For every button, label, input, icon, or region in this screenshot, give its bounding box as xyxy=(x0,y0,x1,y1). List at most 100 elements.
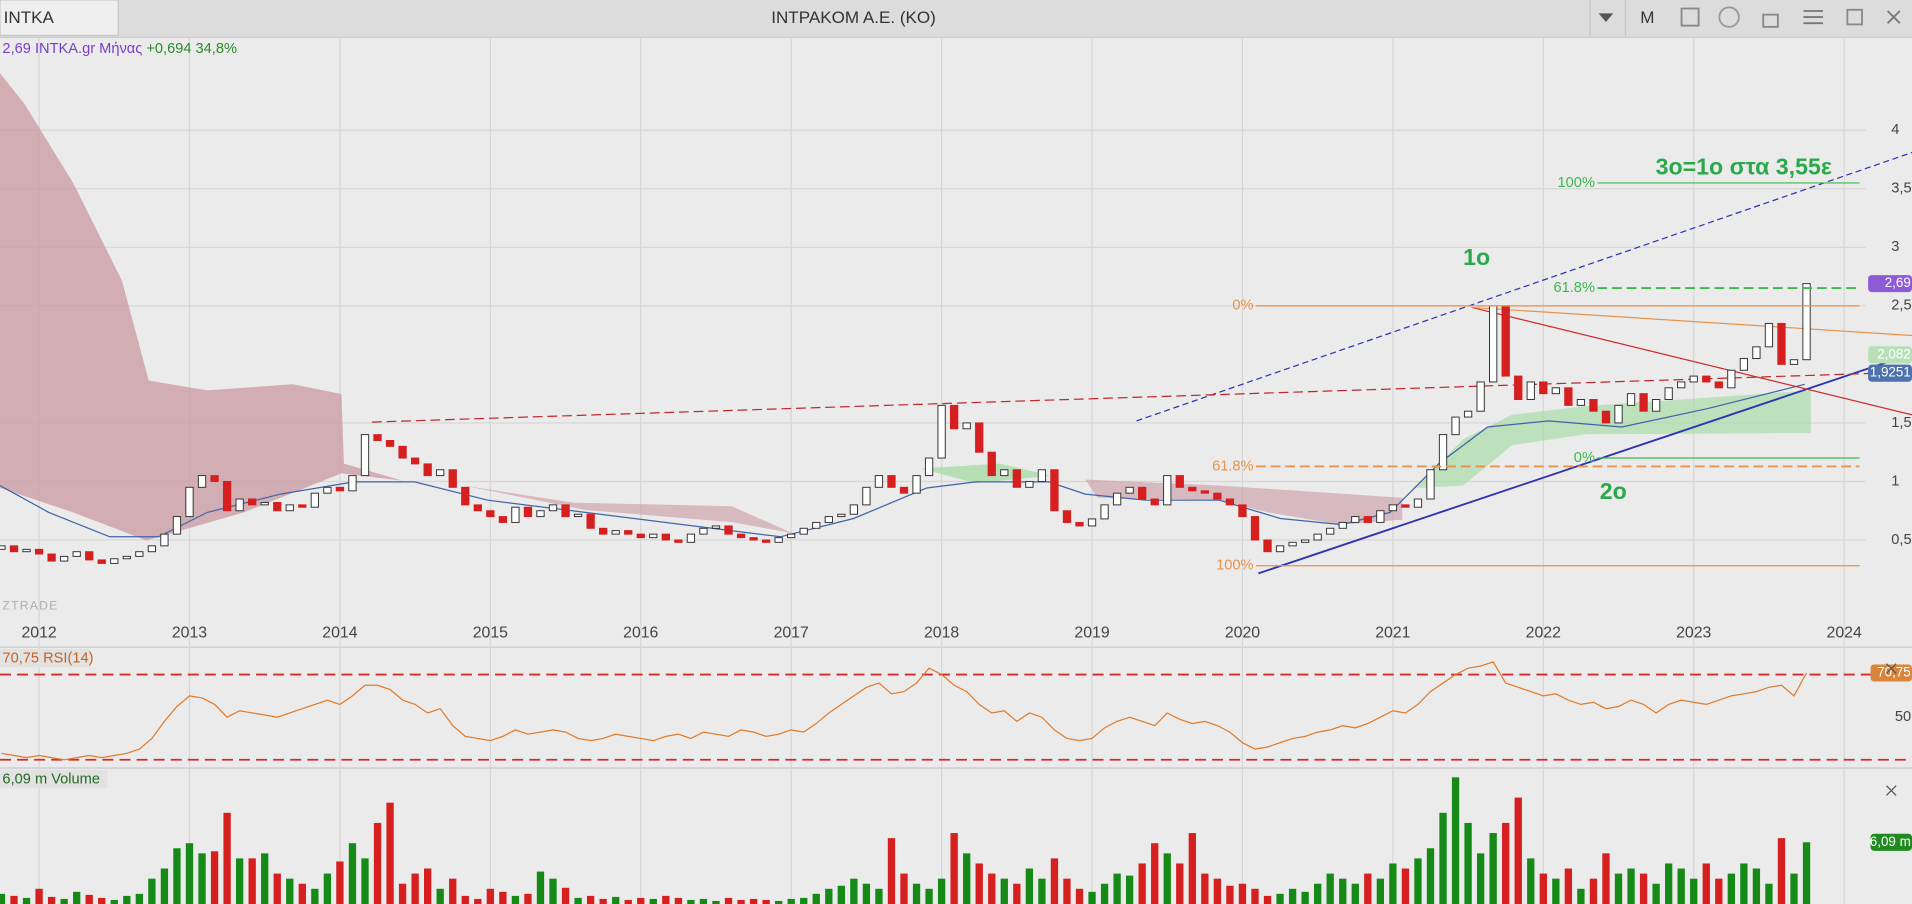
volume-bar xyxy=(311,888,319,904)
volume-bar xyxy=(210,851,219,904)
volume-bar xyxy=(160,868,169,904)
symbol-tab-label[interactable]: INTKA xyxy=(4,8,55,27)
volume-bar xyxy=(1652,883,1660,904)
value-badge-label: 6,09 m xyxy=(1870,834,1911,849)
volume-bar xyxy=(612,896,620,904)
volume-bar xyxy=(800,897,808,904)
volume-bar xyxy=(1163,853,1171,904)
cloud xyxy=(0,73,403,541)
window-title: INTPAKOM A.E. (KO) xyxy=(771,8,936,27)
volume-bar xyxy=(1301,891,1309,904)
volume-bar xyxy=(737,899,745,904)
candle xyxy=(1225,498,1235,506)
candle xyxy=(1326,527,1335,535)
candle xyxy=(147,545,157,553)
volume-bar xyxy=(1050,858,1059,904)
volume-bar xyxy=(912,883,921,904)
volume-bar xyxy=(724,897,733,904)
volume-bar xyxy=(1063,878,1071,904)
lock-icon[interactable] xyxy=(1762,13,1779,28)
price-badge xyxy=(1868,364,1912,382)
volume-bar xyxy=(486,888,494,904)
candle xyxy=(1351,516,1360,523)
candle xyxy=(1025,480,1034,488)
volume-bar xyxy=(424,868,432,904)
price-badge xyxy=(1868,275,1912,293)
volume-bar xyxy=(1502,822,1510,904)
candle xyxy=(1639,393,1648,412)
menu-icon[interactable] xyxy=(1803,10,1823,25)
volume-bar xyxy=(1364,873,1372,904)
candle xyxy=(899,486,909,494)
candle xyxy=(1050,469,1059,512)
cloud xyxy=(463,485,793,534)
candle xyxy=(1626,393,1636,406)
volume-bar xyxy=(1489,833,1497,904)
volume-bar xyxy=(1702,863,1710,904)
candle xyxy=(1438,434,1448,471)
marks: 2012 2013 2014 2015 2016 2017 2018 2019 2020 2021… xyxy=(0,122,1912,904)
timeframe-button[interactable]: M xyxy=(1640,8,1654,27)
volume-bar xyxy=(1326,873,1334,904)
candle xyxy=(310,492,319,508)
close-panel-icon[interactable] xyxy=(1885,785,1897,796)
candle xyxy=(1426,469,1435,500)
candle xyxy=(47,553,56,562)
trend-line xyxy=(1471,306,1912,337)
volume-bar xyxy=(1665,863,1673,904)
volume-bar xyxy=(1226,885,1234,904)
candle xyxy=(1576,399,1586,406)
volume-bar xyxy=(1727,873,1735,904)
volume-bar xyxy=(712,900,720,904)
candle xyxy=(298,504,307,508)
candle xyxy=(1062,510,1072,523)
volume-bar xyxy=(850,878,858,904)
candle xyxy=(924,457,934,477)
x-tick-label: 2014 xyxy=(322,624,357,641)
x-tick-label: 2020 xyxy=(1225,624,1260,641)
candle xyxy=(9,545,19,553)
x-tick-label: 2024 xyxy=(1827,624,1862,641)
annotation: 3ο=1ο στα 3,55ε xyxy=(1656,153,1832,179)
cloud xyxy=(1414,390,1811,488)
volume-bar xyxy=(624,899,632,904)
candle xyxy=(85,551,94,561)
x-tick-label: 2012 xyxy=(21,624,56,641)
panel-icon[interactable] xyxy=(1680,7,1700,27)
close-panel-icon[interactable] xyxy=(1885,663,1897,674)
volume-bar xyxy=(561,887,570,904)
indicator-label-bg xyxy=(0,649,91,668)
x-tick-label: 2018 xyxy=(924,624,959,641)
candle xyxy=(799,527,808,535)
candle xyxy=(837,513,846,518)
symbol-tab[interactable] xyxy=(0,0,119,36)
candle xyxy=(736,533,746,539)
title-bar xyxy=(0,0,1912,37)
volume-bar xyxy=(549,878,557,904)
candle xyxy=(624,530,633,535)
volume-bar xyxy=(1075,888,1084,904)
volume-bar xyxy=(1539,873,1547,904)
x-tick-label: 2021 xyxy=(1375,624,1410,641)
y-tick-label: 1,5 xyxy=(1891,415,1911,431)
fib-label: 0% xyxy=(1232,298,1253,314)
volume-bar xyxy=(22,897,31,904)
candle xyxy=(749,537,758,541)
restore-icon[interactable] xyxy=(1846,8,1863,26)
close-icon[interactable] xyxy=(1886,10,1901,24)
volume-bar xyxy=(123,895,131,904)
volume-bar xyxy=(637,897,645,904)
candle xyxy=(197,475,207,488)
rsi-line xyxy=(1,661,1808,761)
comment-icon[interactable] xyxy=(1718,6,1740,28)
candle xyxy=(97,559,106,564)
volume-bar xyxy=(1577,888,1585,904)
candle xyxy=(1401,504,1410,508)
candle xyxy=(573,513,583,518)
candle xyxy=(1175,475,1184,488)
candle xyxy=(185,486,194,518)
volume-bar xyxy=(474,898,482,904)
candle xyxy=(1263,539,1272,553)
dropdown-icon[interactable] xyxy=(1598,13,1614,22)
